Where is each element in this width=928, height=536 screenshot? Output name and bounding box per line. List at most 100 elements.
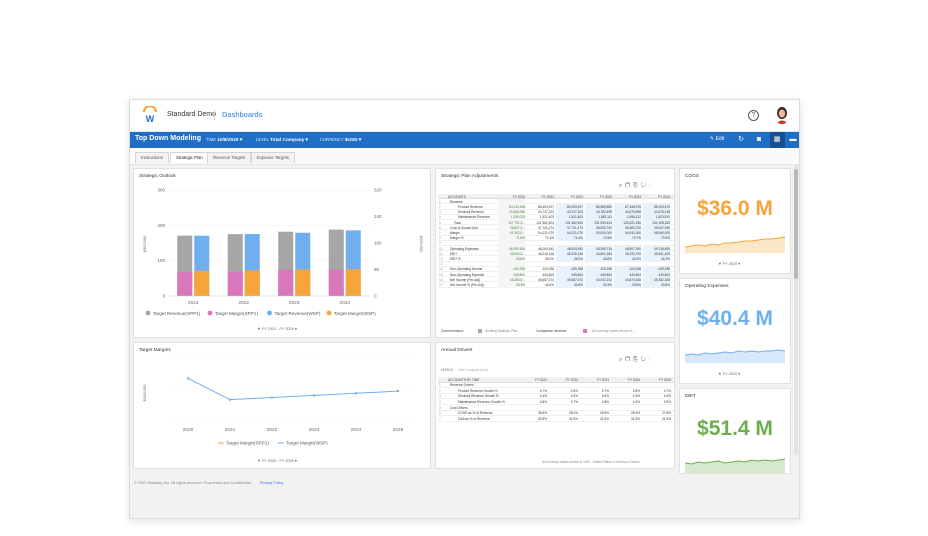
avatar[interactable] <box>774 106 790 124</box>
export-icon[interactable]: ⎘ <box>632 183 641 189</box>
table-row[interactable] <box>438 241 674 246</box>
tab-expense-targets[interactable]: Expense Targets <box>251 152 295 163</box>
table-row[interactable] <box>438 388 674 394</box>
row-label: Maintenance Revenue <box>458 215 490 220</box>
bar-target-margin-wsp <box>345 269 361 296</box>
filter-label: FY 2020 - FY 2025 <box>261 459 294 463</box>
table-cell: 71.8% <box>498 235 525 241</box>
legend-swatch <box>145 310 151 316</box>
tab-strategic-plan[interactable]: Strategic Plan <box>170 152 209 163</box>
refresh-icon[interactable]: ↻ <box>640 183 649 189</box>
row-label: Revenue <box>450 199 463 204</box>
table-cell: 39,047,930 <box>643 225 670 231</box>
sparkline-line <box>685 458 785 465</box>
table-cell: 34.0% <box>614 256 641 262</box>
privacy-policy-link[interactable]: Privacy Policy <box>259 481 284 485</box>
currency-context-selector[interactable]: CURRENCY $USD ▾ <box>320 137 361 143</box>
table-row[interactable] <box>438 262 674 267</box>
row-number: 3 <box>439 394 441 399</box>
camera-icon[interactable]: ◙ <box>756 136 762 143</box>
cogs-kpi-card: COGS $36.0 M ▼ FY 2020 ▾ <box>679 168 791 274</box>
table-cell: 3.8% <box>539 399 547 404</box>
more-icon[interactable]: ⋮ <box>648 183 654 189</box>
x-tick-label: 2023 <box>289 300 300 306</box>
levels-select[interactable]: Total Company (Unit) <box>458 368 488 372</box>
y2-tick-label: 320 <box>374 188 382 193</box>
column-header: FY 2021 <box>535 378 547 382</box>
row-label: Margin <box>450 230 460 235</box>
divider <box>214 110 215 120</box>
table-cell: 45,657,074 <box>556 277 583 283</box>
table-cell: -109,258 <box>541 267 554 272</box>
svg-text:W: W <box>146 114 155 124</box>
export-icon[interactable]: ⎘ <box>632 357 641 363</box>
tab-instructions[interactable]: Instructions <box>135 152 169 163</box>
table-cell: 45,382,338 <box>643 277 670 283</box>
top-bar: W Standard Demo Dashboards ? <box>130 100 799 132</box>
kpi-filter[interactable]: ▼ FY 2020 ▾ <box>718 262 741 266</box>
period-filter[interactable]: ▼ FY 2021 - FY 2024 ▾ <box>257 327 297 331</box>
table-cell: 49,118,600 <box>643 246 670 252</box>
copyright: © 2020 Workday, Inc. All rights reserved… <box>134 481 252 485</box>
refresh-icon[interactable]: ↻ <box>738 136 744 143</box>
x-tick-label: 2024 <box>339 300 350 306</box>
table-cell: 37,741,274 <box>538 225 554 230</box>
kpi-value: $36.0 M <box>697 197 773 220</box>
table-cell: 4.8% <box>601 399 609 404</box>
kpi-sparkline <box>685 458 785 473</box>
table-cell: 46,099,566 <box>498 246 525 252</box>
table-row[interactable] <box>438 394 674 400</box>
more-icon[interactable]: ⋮ <box>648 357 654 363</box>
table-cell: 95,060,000 <box>643 230 670 236</box>
row-number: 15 <box>439 272 443 277</box>
table-row[interactable] <box>438 411 674 417</box>
y2-tick-label: 0 <box>374 294 377 299</box>
kpi-title: EBIT <box>685 394 696 399</box>
y-tick-label: 100 <box>157 258 165 263</box>
table-cell: 48,004,943 <box>538 246 554 251</box>
column-header: FY 2021 <box>542 195 554 199</box>
dashboard-content: Strategic Outlook 300 200 100 0 320 240 160 80 0… <box>130 165 799 518</box>
level-context-selector[interactable]: LEVEL Total Company ▾ <box>256 137 308 143</box>
tab-revenue-targets[interactable]: Revenue Targets <box>207 152 252 163</box>
breadcrumb-dashboards[interactable]: Dashboards <box>222 110 263 119</box>
scrollbar-thumb[interactable] <box>794 169 798 279</box>
panel-title: Strategic Outlook <box>139 174 176 179</box>
app-name: Standard Demo <box>167 111 217 118</box>
row-label: Services Revenue <box>458 210 484 215</box>
copy-icon[interactable]: ❐ <box>625 183 633 189</box>
table-cell: 46,216,136 <box>538 251 554 256</box>
table-cell: 84,410,438 <box>498 204 525 210</box>
grid-view-button[interactable]: ▦ <box>770 132 785 148</box>
help-icon[interactable]: ? <box>748 110 759 121</box>
workday-logo-icon[interactable]: W <box>142 106 158 124</box>
kpi-filter[interactable]: ▼ FY 2020 ▾ <box>718 372 741 376</box>
table-row[interactable] <box>438 199 674 205</box>
table-row[interactable] <box>438 405 674 411</box>
table-cell: 31.5% <box>568 416 578 421</box>
edit-button[interactable]: ✎ Edit <box>710 136 724 142</box>
copy-icon[interactable]: ❐ <box>625 357 633 363</box>
row-number: 7 <box>439 230 441 235</box>
y-axis-title: $000,000 <box>142 384 147 401</box>
legend-label: Target Margin(SPP1) <box>226 441 269 446</box>
table-cell: 35.4% <box>498 282 525 288</box>
table-row[interactable] <box>438 383 674 389</box>
refresh-icon[interactable]: ↻ <box>640 357 649 363</box>
folder-icon[interactable]: ▬ <box>789 136 797 143</box>
scrollbar[interactable] <box>794 165 798 455</box>
period-filter[interactable]: ▼ FY 2020 - FY 2025 ▾ <box>257 459 297 463</box>
edit-label: Edit <box>715 136 725 142</box>
table-cell: 43,782,495 <box>585 209 612 215</box>
kpi-sparkline <box>685 236 785 253</box>
table-cell: 1,521,403 <box>539 215 554 220</box>
strategic-outlook-panel: Strategic Outlook 300 200 100 0 320 240 160 80 0… <box>133 168 431 338</box>
table-row[interactable] <box>438 416 674 422</box>
search-icon[interactable]: ⌕ <box>619 357 626 363</box>
table-cell: 88,109,570 <box>643 204 670 210</box>
row-number: 3 <box>439 210 441 215</box>
table-row[interactable] <box>438 399 674 405</box>
column-header: FY 2024 <box>628 378 640 382</box>
search-icon[interactable]: ⌕ <box>619 183 626 189</box>
time-context-selector[interactable]: TIME 10/8/2020 ▾ <box>206 137 242 143</box>
